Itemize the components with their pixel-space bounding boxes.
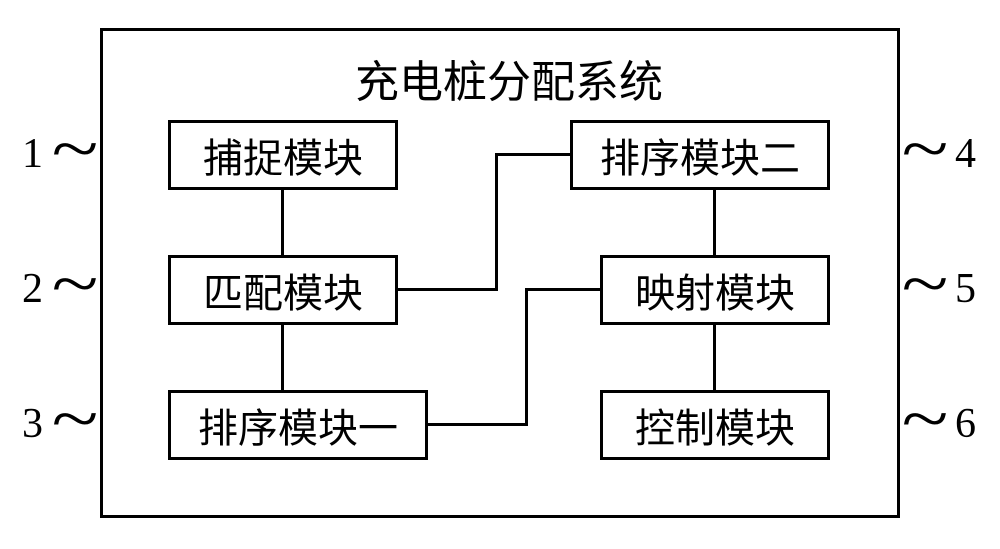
edge-n1-n2-seg0 <box>281 190 284 255</box>
node-number-n3: 3 <box>22 400 43 448</box>
edge-n3-n5-seg0 <box>428 423 528 426</box>
module-label-n5: 映射模块 <box>635 261 795 319</box>
tilde-marker-n3: ~ <box>52 381 99 458</box>
module-box-n1: 捕捉模块 <box>168 120 398 190</box>
node-number-n2: 2 <box>22 265 43 313</box>
tilde-marker-n2: ~ <box>52 246 99 323</box>
module-box-n6: 控制模块 <box>600 390 830 460</box>
node-number-n4: 4 <box>955 130 976 178</box>
node-number-n1: 1 <box>22 130 43 178</box>
module-label-n3: 排序模块一 <box>198 396 398 454</box>
edge-n2-n3-seg0 <box>281 325 284 390</box>
module-box-n2: 匹配模块 <box>168 255 398 325</box>
edge-n2-n4-seg2 <box>495 153 570 156</box>
edge-n2-n4-seg1 <box>495 153 498 291</box>
node-number-n6: 6 <box>955 400 976 448</box>
module-label-n2: 匹配模块 <box>203 261 363 319</box>
edge-n4-n5-seg0 <box>713 190 716 255</box>
module-box-n5: 映射模块 <box>600 255 830 325</box>
edge-n2-n4-seg0 <box>398 288 498 291</box>
node-number-n5: 5 <box>955 265 976 313</box>
tilde-marker-n6: ~ <box>902 381 949 458</box>
tilde-marker-n5: ~ <box>902 246 949 323</box>
module-label-n4: 排序模块二 <box>600 126 800 184</box>
edge-n3-n5-seg2 <box>525 288 600 291</box>
edge-n5-n6-seg0 <box>713 325 716 390</box>
edge-n3-n5-seg1 <box>525 288 528 426</box>
module-box-n4: 排序模块二 <box>570 120 830 190</box>
module-label-n6: 控制模块 <box>635 396 795 454</box>
module-box-n3: 排序模块一 <box>168 390 428 460</box>
tilde-marker-n4: ~ <box>902 111 949 188</box>
tilde-marker-n1: ~ <box>52 111 99 188</box>
module-label-n1: 捕捉模块 <box>203 126 363 184</box>
diagram-title: 充电桩分配系统 <box>355 46 663 110</box>
